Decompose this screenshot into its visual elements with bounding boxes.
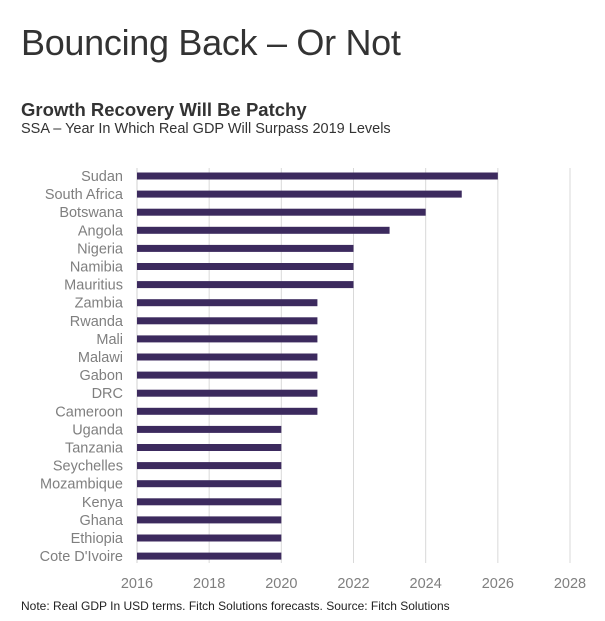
- bar: [137, 498, 282, 506]
- page-title: Bouncing Back – Or Not: [21, 22, 401, 63]
- category-label: Gabon: [79, 368, 123, 384]
- category-label: Cameroon: [55, 404, 123, 420]
- chart-title: Growth Recovery Will Be Patchy: [21, 99, 307, 120]
- bar: [137, 263, 354, 270]
- category-label: DRC: [92, 386, 123, 402]
- bar: [137, 353, 318, 361]
- category-label: Botswana: [59, 205, 124, 221]
- category-label: Namibia: [70, 260, 124, 276]
- category-label: Sudan: [81, 169, 123, 185]
- bars: [137, 172, 498, 560]
- bar: [137, 480, 282, 488]
- category-label: Malawi: [78, 350, 123, 366]
- bar: [137, 371, 318, 379]
- category-label: Ethiopia: [71, 531, 124, 547]
- x-axis-tick-labels: 2016 2018 2020 2022 2024 2026 2028: [121, 576, 586, 592]
- chart-subtitle: SSA – Year In Which Real GDP Will Surpas…: [21, 121, 391, 137]
- x-tick-label: 2028: [554, 576, 586, 592]
- x-tick-label: 2026: [482, 576, 514, 592]
- category-label: Ghana: [79, 513, 123, 529]
- bar: [137, 208, 426, 216]
- category-label: Angola: [78, 223, 124, 239]
- bar: [137, 317, 318, 325]
- bar: [137, 190, 462, 198]
- bar: [137, 335, 318, 343]
- category-label: Cote D'Ivoire: [40, 549, 123, 565]
- category-label: Kenya: [82, 495, 124, 511]
- bar: [137, 462, 282, 470]
- gridlines: [136, 168, 571, 563]
- source-note: Note: Real GDP In USD terms. Fitch Solut…: [21, 599, 450, 613]
- category-label: Zambia: [75, 296, 124, 312]
- bar: [137, 226, 390, 234]
- category-label: Uganda: [72, 422, 124, 438]
- category-labels: Sudan South Africa Botswana Angola Nigeria Na…: [40, 169, 124, 565]
- category-label: Mozambique: [40, 477, 123, 493]
- x-tick-label: 2016: [121, 576, 153, 592]
- bar: [137, 516, 282, 524]
- x-tick-label: 2018: [193, 576, 225, 592]
- category-label: Mali: [96, 332, 123, 348]
- bar: [137, 244, 354, 252]
- bar: [137, 444, 282, 451]
- x-tick-label: 2022: [337, 576, 369, 592]
- category-label: Tanzania: [65, 441, 124, 457]
- bar: [137, 425, 282, 433]
- x-tick-label: 2024: [410, 576, 442, 592]
- bar: [137, 407, 318, 415]
- category-label: South Africa: [45, 187, 124, 203]
- category-label: Seychelles: [53, 459, 123, 475]
- bar: [137, 299, 318, 307]
- bar: [137, 281, 354, 289]
- bar: [137, 389, 318, 397]
- bar: [137, 552, 282, 560]
- bar: [137, 172, 498, 180]
- bar: [137, 534, 282, 542]
- category-label: Mauritius: [64, 278, 123, 294]
- category-label: Rwanda: [70, 314, 124, 330]
- x-tick-label: 2020: [265, 576, 297, 592]
- category-label: Nigeria: [77, 241, 124, 257]
